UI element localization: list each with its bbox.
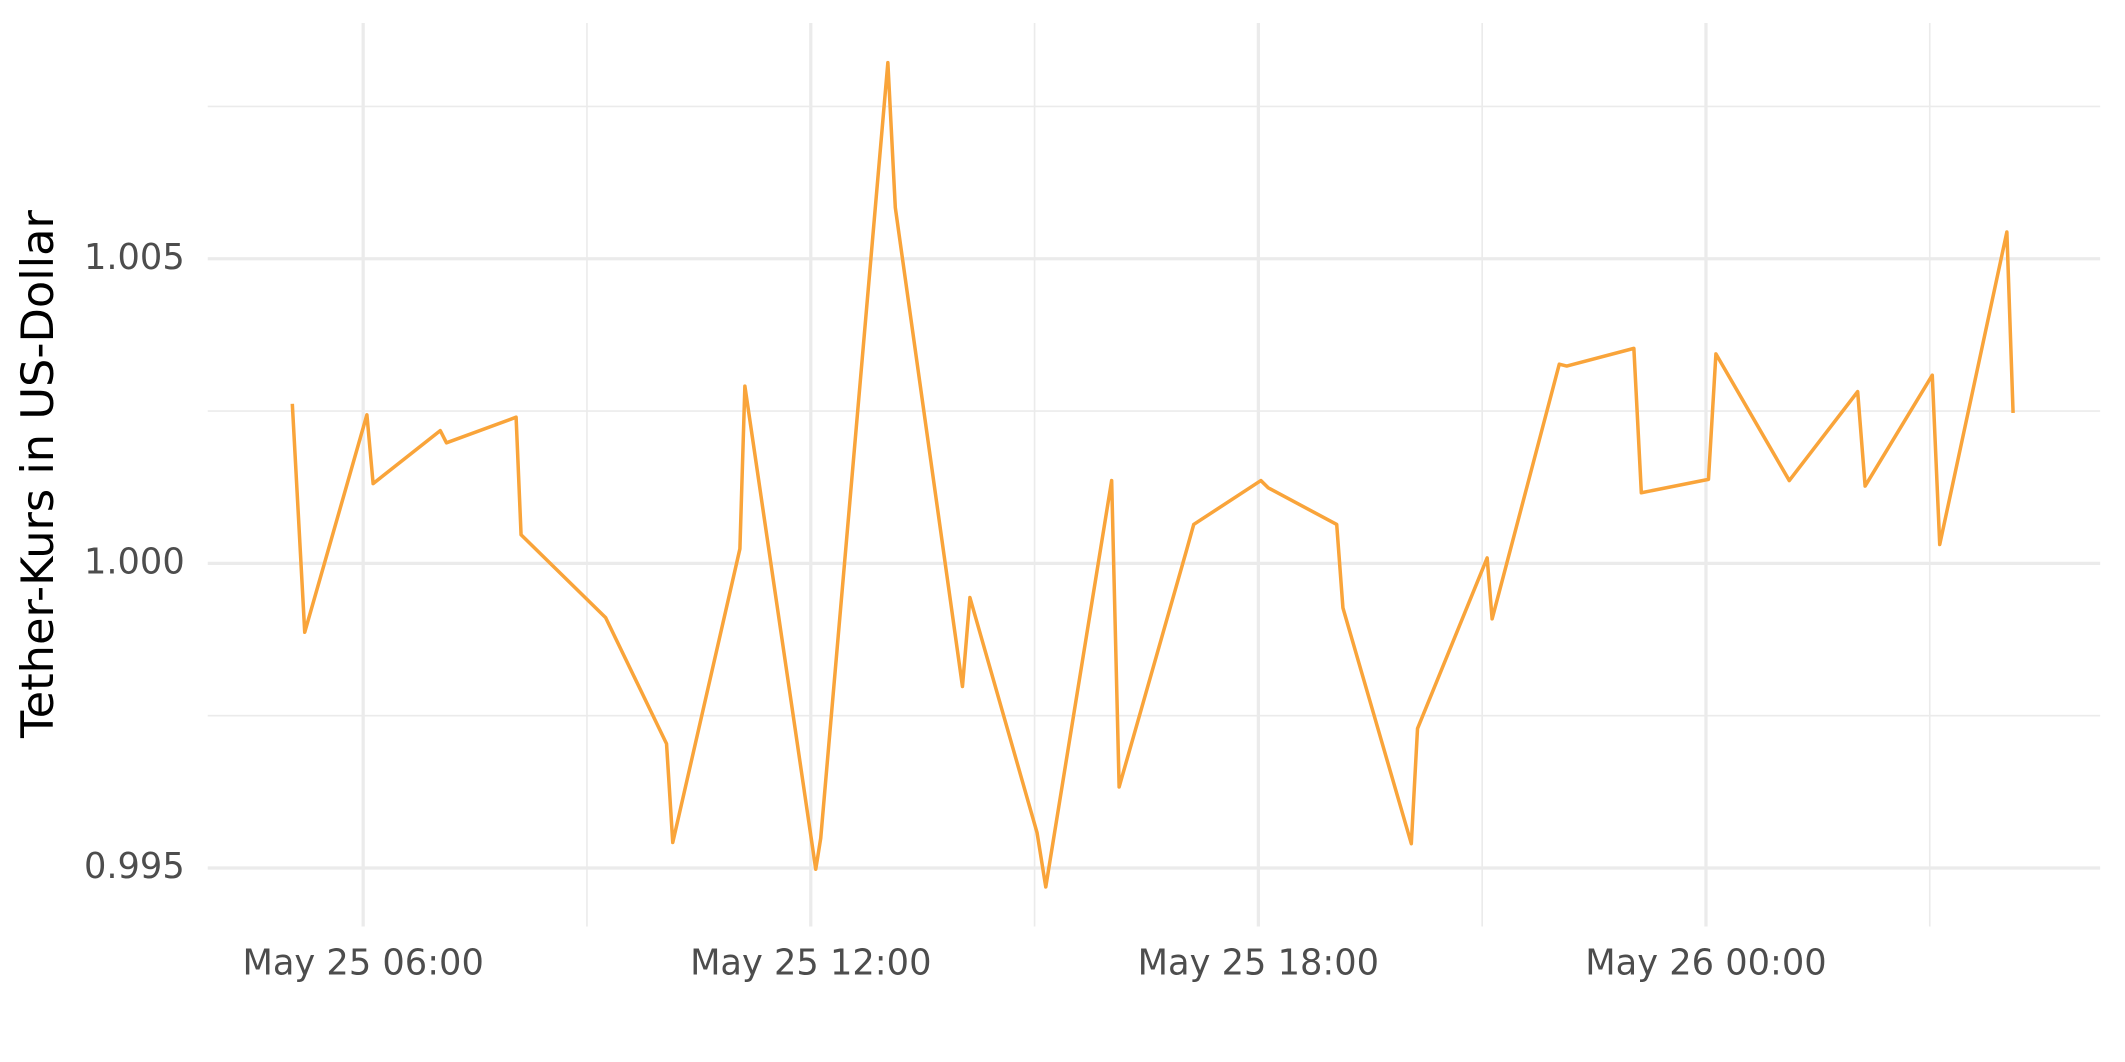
y-axis-label: Tether-Kurs in US-Dollar [12, 210, 64, 740]
y-tick-label: 1.000 [84, 541, 185, 582]
line [290, 60, 2015, 889]
x-tick-label: May 25 12:00 [690, 942, 931, 983]
x-tick-label: May 25 06:00 [242, 942, 483, 983]
x-tick-label: May 26 00:00 [1585, 942, 1826, 983]
x-tick-label: May 25 18:00 [1138, 942, 1379, 983]
y-tick-label: 0.995 [84, 846, 185, 887]
y-tick-label: 1.005 [84, 237, 185, 278]
